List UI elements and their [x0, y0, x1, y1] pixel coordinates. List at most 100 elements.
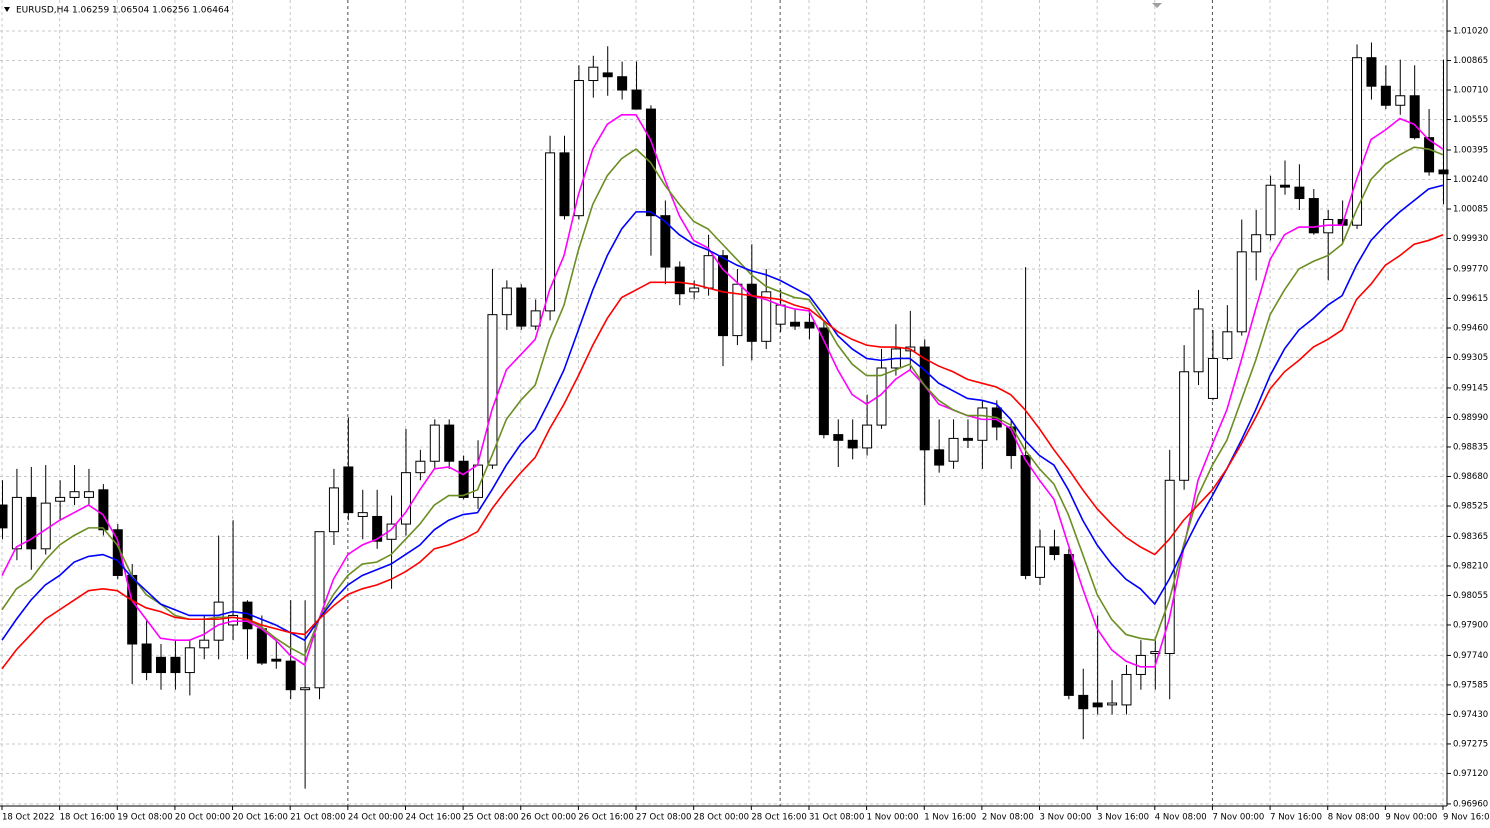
candle-body: [1121, 673, 1132, 706]
candle-body: [847, 439, 858, 449]
candle-body: [98, 489, 109, 531]
candle-body: [429, 424, 440, 462]
x-tick-label: 28 Oct 00:00: [694, 813, 749, 823]
x-tick-label: 19 Oct 08:00: [117, 813, 172, 823]
candle-body: [1236, 251, 1247, 333]
x-tick-label: 4 Nov 08:00: [1155, 813, 1207, 823]
candle-body: [1035, 546, 1046, 578]
candle-body: [300, 687, 311, 691]
candle-body: [1222, 331, 1233, 359]
x-tick-label: 3 Nov 16:00: [1097, 813, 1149, 823]
candle-body: [271, 658, 282, 662]
candle-body: [934, 449, 945, 466]
x-tick-label: 18 Oct 2022: [2, 813, 55, 823]
candle-body: [0, 504, 8, 529]
y-tick-label: 0.97900: [1453, 620, 1488, 630]
y-tick-label: 1.00240: [1453, 175, 1488, 185]
candle-body: [1092, 702, 1103, 708]
candle-body: [977, 407, 988, 441]
candle-body: [732, 283, 743, 337]
candle-body: [1308, 198, 1319, 234]
candle-body: [862, 424, 873, 449]
y-tick-label: 1.00865: [1453, 56, 1488, 66]
x-tick-label: 9 Nov 16:00: [1443, 813, 1490, 823]
candle-body: [400, 472, 411, 525]
x-tick-label: 20 Oct 00:00: [175, 813, 230, 823]
candle-body: [372, 515, 383, 542]
y-tick-label: 1.00555: [1453, 115, 1488, 125]
title-arrow: [4, 7, 10, 12]
candle-body: [516, 287, 527, 327]
candle-body: [545, 152, 556, 312]
candle-body: [1078, 694, 1089, 710]
x-tick-label: 1 Nov 00:00: [867, 813, 919, 823]
y-tick-label: 1.00085: [1453, 205, 1488, 215]
candle-body: [818, 327, 829, 436]
y-tick-label: 0.98055: [1453, 591, 1488, 601]
x-tick-label: 18 Oct 16:00: [60, 813, 115, 823]
y-tick-label: 0.98990: [1453, 413, 1488, 423]
x-tick-label: 8 Nov 08:00: [1328, 813, 1380, 823]
candle-body: [1107, 702, 1118, 706]
candle-body: [256, 628, 267, 664]
y-tick-label: 0.99770: [1453, 264, 1488, 274]
y-tick-label: 0.97120: [1453, 769, 1488, 779]
x-tick-label: 21 Oct 08:00: [290, 813, 345, 823]
x-tick-label: 28 Oct 16:00: [751, 813, 806, 823]
candle-body: [617, 76, 628, 91]
candle-body: [1352, 57, 1363, 226]
y-tick-label: 1.00395: [1453, 146, 1488, 156]
y-tick-label: 0.97275: [1453, 739, 1488, 749]
candle-body: [718, 255, 728, 337]
candle-body: [285, 660, 296, 691]
candle-body: [199, 639, 210, 649]
candle-body: [184, 647, 195, 674]
candle-body: [40, 502, 51, 550]
x-tick-label: 20 Oct 16:00: [233, 813, 288, 823]
candle-body: [689, 287, 700, 293]
candle-body: [357, 512, 368, 517]
y-tick-label: 1.01020: [1453, 27, 1488, 37]
candle-body: [1063, 554, 1074, 696]
candle-body: [1265, 184, 1276, 236]
y-tick-label: 0.98365: [1453, 532, 1488, 542]
candle-body: [487, 314, 498, 466]
candle-body: [1424, 137, 1435, 173]
y-tick-label: 0.96960: [1453, 799, 1488, 809]
candle-body: [444, 424, 455, 462]
candle-body: [746, 283, 757, 342]
y-tick-label: 0.99305: [1453, 353, 1488, 363]
candle-body: [1438, 169, 1449, 175]
y-tick-label: 0.97430: [1453, 710, 1488, 720]
candle-body: [1251, 234, 1262, 253]
candle-body: [55, 496, 66, 502]
candle-body: [1179, 371, 1190, 481]
candle-body: [501, 287, 512, 316]
grid: [0, 0, 1447, 806]
candle-body: [83, 491, 94, 498]
candle-body: [458, 460, 469, 498]
candle-body: [588, 66, 599, 82]
candle-body: [631, 89, 642, 110]
candle-body: [112, 529, 123, 576]
candle-body: [1279, 184, 1290, 188]
shift-marker: [1152, 3, 1162, 8]
candle-body: [1395, 95, 1406, 106]
candle-body: [343, 466, 354, 514]
y-tick-label: 0.99615: [1453, 294, 1488, 304]
candle-body: [141, 643, 152, 674]
candle-body: [804, 321, 815, 329]
x-tick-label: 2 Nov 08:00: [982, 813, 1034, 823]
candle-body: [530, 310, 541, 327]
y-tick-label: 0.98525: [1453, 501, 1488, 511]
candle-body: [833, 434, 844, 441]
x-tick-label: 7 Nov 16:00: [1270, 813, 1322, 823]
candle-body: [559, 152, 570, 217]
candle-body: [602, 72, 613, 78]
moving-average-line: [1, 113, 1444, 668]
y-tick-label: 0.99145: [1453, 383, 1488, 393]
x-tick-label: 1 Nov 16:00: [924, 813, 976, 823]
candle-body: [1409, 95, 1420, 139]
x-tick-label: 24 Oct 00:00: [348, 813, 403, 823]
